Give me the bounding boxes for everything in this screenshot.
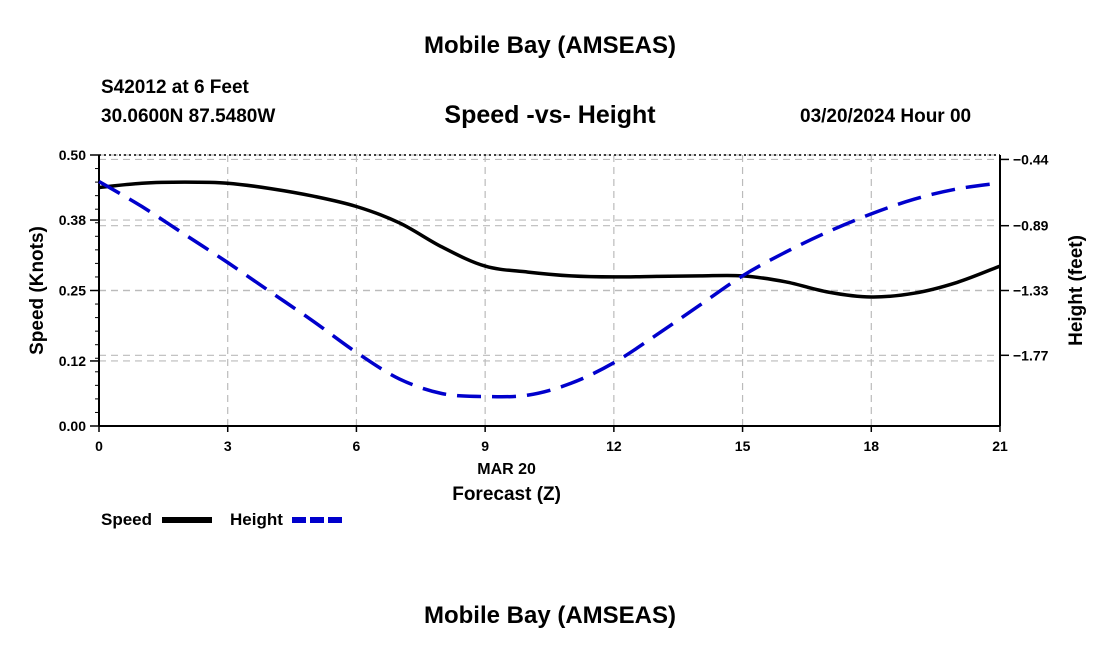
footer-title: Mobile Bay (AMSEAS) [423, 602, 677, 629]
location-label: 30.0600N 87.5480W [101, 106, 276, 127]
y-tick-label: 0.38 [59, 212, 86, 228]
y-tick-label: 0.25 [59, 283, 86, 299]
series-line-speed [98, 180, 1001, 299]
y-tick-label: 0.00 [59, 418, 86, 434]
x-tick-label: 12 [606, 438, 622, 454]
x-tick-label: 3 [224, 438, 232, 454]
y2-tick-label: −1.33 [1013, 283, 1049, 299]
y-axis-title: Speed (Knots) [27, 226, 48, 355]
y2-tick-label: −0.44 [1013, 151, 1049, 167]
y2-tick-label: −1.77 [1013, 347, 1049, 363]
x-axis-sublabel: MAR 20 [477, 461, 536, 478]
chart-subtitle: Speed -vs- Height [444, 101, 656, 129]
datetime-label: 03/20/2024 Hour 00 [800, 106, 972, 127]
legend-label-speed: Speed [101, 510, 152, 529]
y-tick-label: 0.50 [59, 147, 86, 163]
legend-label-height: Height [230, 510, 283, 529]
series-line-height [98, 179, 1001, 399]
x-tick-label: 6 [353, 438, 361, 454]
x-tick-label: 9 [481, 438, 489, 454]
chart-main-title: Mobile Bay (AMSEAS) [423, 32, 677, 59]
y2-tick-label: −0.89 [1013, 218, 1049, 234]
x-tick-label: 21 [992, 438, 1008, 454]
x-axis-title: Forecast (Z) [452, 484, 561, 505]
station-label: S42012 at 6 Feet [101, 77, 249, 98]
y2-axis-title: Height (feet) [1066, 235, 1087, 346]
y-tick-label: 0.12 [59, 353, 86, 369]
x-tick-label: 18 [863, 438, 879, 454]
x-tick-label: 0 [95, 438, 103, 454]
x-tick-label: 15 [735, 438, 751, 454]
